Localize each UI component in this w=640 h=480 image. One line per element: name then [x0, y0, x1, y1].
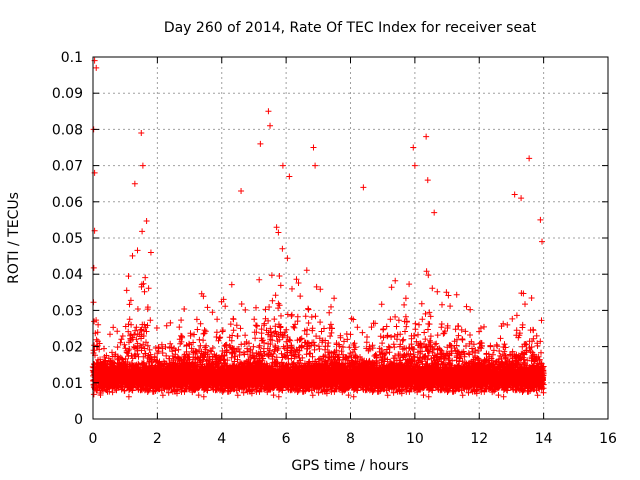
chart-title: Day 260 of 2014, Rate Of TEC Index for r… — [164, 20, 537, 36]
y-tick-label: 0.06 — [52, 195, 83, 211]
roti-peak-point — [312, 162, 319, 169]
x-axis-tick-labels: 0 2 4 6 8 10 12 14 16 — [89, 431, 617, 447]
x-tick-label: 8 — [346, 431, 355, 447]
x-tick-label: 14 — [535, 431, 553, 447]
x-tick-label: 16 — [599, 431, 617, 447]
x-tick-label: 2 — [153, 431, 162, 447]
roti-peak-point — [147, 249, 154, 256]
roti-peak-point — [238, 187, 245, 194]
roti-peak-point — [518, 195, 525, 202]
y-tick-label: 0.08 — [52, 122, 83, 138]
y-tick-label: 0.03 — [52, 303, 83, 319]
roti-peak-point — [131, 180, 138, 187]
roti-peak-point — [424, 177, 431, 184]
y-axis-tick-labels: 0 0.01 0.02 0.03 0.04 0.05 0.06 0.07 0.08 0.09 0.1 — [52, 50, 83, 428]
roti-peak-point — [93, 64, 100, 71]
grid-lines — [93, 57, 608, 419]
y-tick-label: 0.1 — [61, 50, 83, 66]
axis-ticks — [92, 56, 609, 420]
roti-peak-point — [138, 130, 145, 137]
y-tick-label: 0.07 — [52, 159, 83, 175]
roti-peak-point — [257, 140, 264, 147]
roti-peak-point — [267, 122, 274, 129]
roti-point-cloud — [89, 218, 547, 400]
y-axis-label: ROTI / TECUs — [6, 192, 22, 284]
roti-peak-point — [411, 162, 418, 169]
roti-peak-point — [431, 209, 438, 216]
roti-peak-point — [423, 133, 430, 140]
y-tick-label: 0 — [74, 412, 83, 428]
y-tick-label: 0.01 — [52, 376, 83, 392]
data-points — [89, 57, 547, 400]
x-axis-label: GPS time / hours — [291, 458, 408, 474]
roti-peak-point — [139, 162, 146, 169]
roti-peak-point — [279, 162, 286, 169]
y-tick-label: 0.04 — [52, 267, 83, 283]
roti-peak-point — [310, 144, 317, 151]
roti-peak-point — [410, 144, 417, 151]
x-tick-label: 10 — [406, 431, 424, 447]
x-tick-label: 6 — [282, 431, 291, 447]
roti-peak-point — [265, 108, 272, 115]
x-tick-label: 0 — [89, 431, 98, 447]
y-tick-label: 0.02 — [52, 340, 83, 356]
roti-peak-point — [526, 155, 533, 162]
y-tick-label: 0.05 — [52, 231, 83, 247]
roti-peak-point — [539, 238, 546, 245]
roti-peak-point — [360, 184, 367, 191]
x-tick-label: 4 — [217, 431, 226, 447]
roti-peak-point — [286, 173, 293, 180]
roti-peak-point — [537, 216, 544, 223]
y-tick-label: 0.09 — [52, 86, 83, 102]
x-tick-label: 12 — [470, 431, 488, 447]
roti-peak-point — [511, 191, 518, 198]
